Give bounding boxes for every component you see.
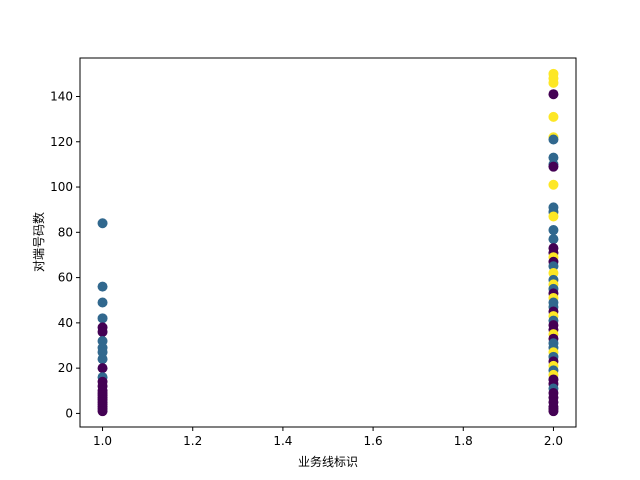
y-tick-label: 100: [50, 180, 73, 194]
x-tick-label: 1.6: [364, 434, 383, 448]
points-layer: [97, 68, 559, 417]
x-tick-label: 1.4: [273, 434, 292, 448]
y-tick-label: 40: [58, 316, 73, 330]
scatter-point: [548, 234, 559, 245]
scatter-point: [97, 354, 108, 365]
scatter-point: [97, 281, 108, 292]
scatter-point: [548, 179, 559, 190]
scatter-point: [97, 326, 108, 337]
y-tick-label: 120: [50, 135, 73, 149]
scatter-point: [548, 161, 559, 172]
scatter-point: [548, 77, 559, 88]
y-tick-label: 60: [58, 271, 73, 285]
x-tick-label: 1.8: [454, 434, 473, 448]
x-tick-label: 2.0: [544, 434, 563, 448]
y-tick-label: 20: [58, 361, 73, 375]
x-axis: 1.0 1.2 1.4 1.6 1.8 2.0: [93, 427, 563, 448]
scatter-point: [97, 297, 108, 308]
y-axis: 0 20 40 60 80 100 120 140: [50, 89, 80, 420]
y-axis-label: 对端号码数: [31, 212, 46, 272]
x-axis-label: 业务线标识: [298, 454, 358, 469]
x-tick-label: 1.0: [93, 434, 112, 448]
plot-frame: [79, 57, 577, 428]
scatter-point: [548, 225, 559, 236]
scatter-point: [548, 406, 559, 417]
scatter-point: [97, 406, 108, 417]
x-tick-label: 1.2: [183, 434, 202, 448]
y-tick-label: 140: [50, 89, 73, 103]
scatter-point: [97, 313, 108, 324]
y-tick-label: 80: [58, 225, 73, 239]
scatter-point: [548, 111, 559, 122]
scatter-point: [97, 218, 108, 229]
y-tick-label: 0: [65, 406, 73, 420]
scatter-point: [548, 134, 559, 145]
scatter-point: [97, 363, 108, 374]
scatter-point: [548, 89, 559, 100]
scatter-point: [548, 211, 559, 222]
